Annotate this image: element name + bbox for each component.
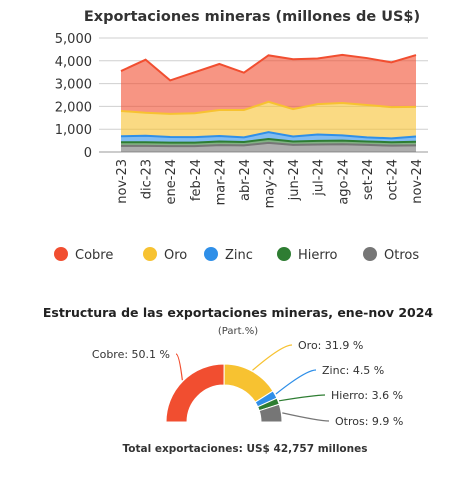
y-tick-label: 2,000 — [55, 100, 92, 115]
donut-leader-line — [278, 394, 326, 402]
x-tick-label: oct-24 — [385, 159, 400, 200]
x-tick-label: nov-24 — [410, 159, 425, 204]
y-tick-label: 1,000 — [55, 123, 92, 138]
donut-leader-line — [175, 353, 183, 381]
donut-slice-cobre — [165, 363, 225, 423]
series-otros — [121, 141, 417, 152]
legend-label: Oro — [164, 248, 187, 263]
donut-footer: Total exportaciones: US$ 42,757 millones — [122, 443, 367, 455]
donut-slice-otros — [258, 403, 283, 423]
area-line-zinc — [120, 131, 417, 140]
area-line-hierro — [121, 137, 417, 144]
x-tick-label: nov-23 — [115, 159, 130, 204]
legend-marker — [363, 247, 377, 261]
area-line-cobre — [120, 53, 417, 82]
series-cobre — [120, 53, 417, 114]
legend-marker — [54, 247, 68, 261]
x-tick-label: jul-24 — [312, 159, 327, 197]
area-line-oro — [120, 100, 417, 115]
donut-slice-label: Hierro: 3.6 % — [331, 389, 403, 402]
x-tick-label: feb-24 — [189, 159, 204, 201]
legend-label: Otros — [384, 248, 419, 263]
donut-slice-label: Oro: 31.9 % — [298, 339, 363, 352]
series-oro — [120, 100, 417, 139]
donut-slices — [165, 363, 283, 423]
x-tick-label: mar-24 — [213, 159, 228, 205]
area-chart-title: Exportaciones mineras (millones de US$) — [84, 9, 420, 25]
x-axis-tick-labels: nov-23 dic-23 ene-24 feb-24 mar-24 abr-24 may-… — [115, 159, 425, 208]
legend-item-otros[interactable]: Otros — [363, 247, 419, 263]
legend-item-hierro[interactable]: Hierro — [277, 247, 338, 263]
x-tick-label: may-24 — [263, 159, 278, 208]
donut-slice-label: Zinc: 4.5 % — [322, 364, 384, 377]
y-tick-label: 3,000 — [55, 78, 92, 93]
y-tick-label: 4,000 — [55, 55, 92, 70]
area-fill-oro — [121, 101, 416, 139]
donut-slice-label: Cobre: 50.1 % — [92, 348, 170, 361]
half-donut-chart: Estructura de las exportaciones mineras,… — [43, 305, 434, 455]
area-line-otros — [121, 141, 417, 148]
legend: Cobre Oro Zinc Hierro Otros — [54, 247, 419, 263]
x-tick-label: abr-24 — [238, 159, 253, 201]
legend-label: Cobre — [75, 248, 113, 263]
area-series — [120, 53, 417, 152]
donut-leader-line — [282, 412, 330, 422]
legend-marker — [204, 247, 218, 261]
donut-chart-title: Estructura de las exportaciones mineras,… — [43, 305, 434, 320]
y-tick-label: 5,000 — [55, 32, 92, 47]
donut-leader-line — [252, 344, 293, 371]
legend-marker — [143, 247, 157, 261]
area-fill-cobre — [121, 54, 416, 114]
area-chart: Exportaciones mineras (millones de US$) … — [54, 9, 428, 263]
legend-item-cobre[interactable]: Cobre — [54, 247, 113, 263]
x-tick-label: jun-24 — [287, 159, 302, 201]
x-tick-label: ene-24 — [164, 159, 179, 204]
donut-slice-labels: Cobre: 50.1 % Oro: 31.9 % Zinc: 4.5 % Hierr… — [92, 339, 403, 428]
x-tick-label: dic-23 — [140, 159, 155, 199]
legend-item-zinc[interactable]: Zinc — [204, 247, 253, 263]
x-tick-label: ago-24 — [336, 159, 351, 205]
y-axis-tick-labels: 0 1,000 2,000 3,000 4,000 5,000 — [55, 32, 92, 161]
y-tick-label: 0 — [84, 146, 92, 161]
legend-item-oro[interactable]: Oro — [143, 247, 187, 263]
legend-marker — [277, 247, 291, 261]
donut-chart-subtitle: (Part.%) — [218, 326, 258, 337]
legend-label: Zinc — [225, 248, 253, 263]
legend-label: Hierro — [298, 248, 338, 263]
donut-leader-line — [275, 369, 317, 395]
x-tick-label: set-24 — [361, 159, 376, 200]
donut-slice-label: Otros: 9.9 % — [335, 415, 403, 428]
